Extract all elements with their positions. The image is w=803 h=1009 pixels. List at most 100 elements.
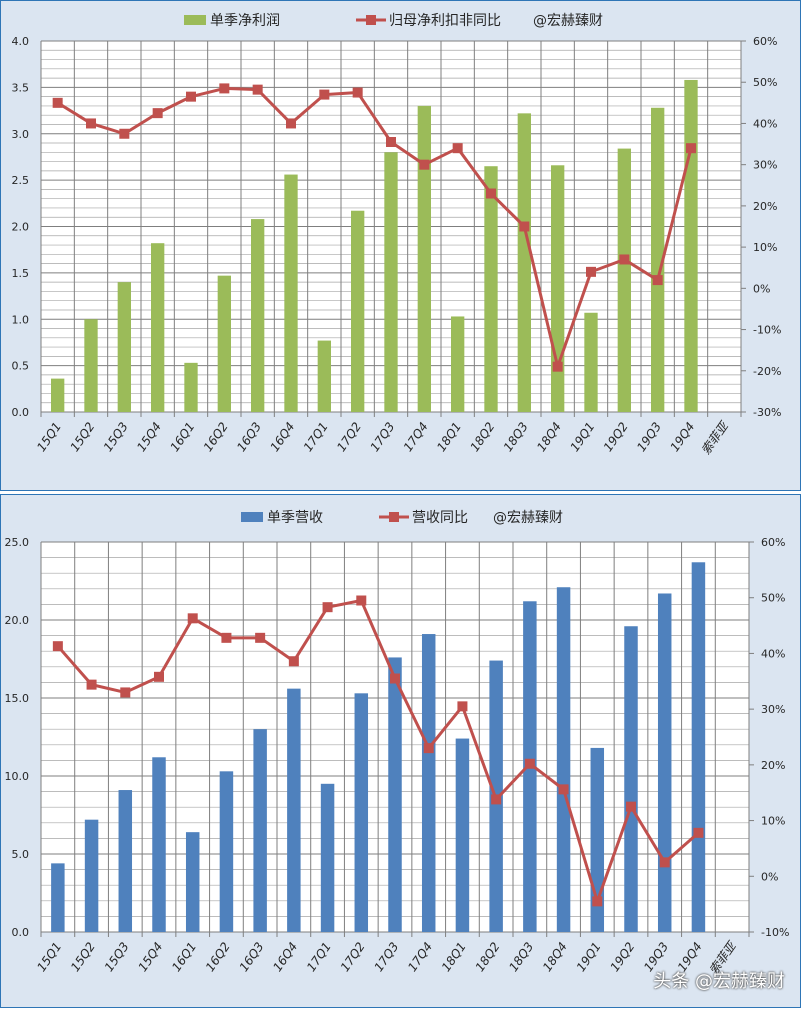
y-axis-tick: 0.0 [12, 406, 30, 419]
yoy-line [56, 86, 693, 369]
x-axis-label: 17Q1 [304, 940, 334, 975]
x-axis-label: 16Q4 [267, 420, 297, 455]
y-axis-tick: 5.0 [12, 848, 30, 861]
bar [417, 105, 431, 413]
line-marker [319, 89, 330, 100]
x-axis-label: 15Q4 [134, 420, 164, 455]
y-axis-tick: 0.5 [12, 360, 30, 373]
y2-axis-tick: -10% [761, 926, 789, 939]
bar [584, 312, 598, 412]
bar [451, 316, 465, 412]
x-axis-label: 16Q2 [203, 940, 233, 975]
line-marker [486, 188, 496, 199]
line-marker [419, 159, 430, 170]
y-axis-tick: 4.0 [12, 35, 30, 48]
line-marker [286, 118, 296, 129]
x-axis-label: 15Q1 [34, 940, 64, 975]
net-profit-chart: 0.0 0.5 1.0 1.5 2.0 2.5 3.0 3.5 4.0 -30% -20% -10% 0… [12, 12, 782, 457]
watermark: 头条 @宏赫臻财 [653, 971, 785, 992]
y2-axis-tick: 50% [753, 76, 777, 89]
bar [455, 738, 470, 932]
line-marker [86, 679, 97, 690]
x-axis-label: 18Q4 [540, 940, 570, 975]
yoy-line [56, 599, 700, 903]
bar [284, 174, 298, 412]
bar [651, 107, 665, 412]
bar [388, 657, 402, 932]
bar [152, 757, 166, 932]
x-axis-label: 17Q4 [405, 940, 435, 975]
line-marker [221, 632, 232, 643]
x-axis-label: 19Q1 [574, 940, 604, 975]
bar [251, 219, 265, 412]
legend-label: 单季净利润 [210, 13, 280, 29]
line-marker [491, 794, 502, 805]
legend-bar-swatch-icon [184, 15, 206, 25]
bar [84, 819, 99, 932]
line-marker [386, 136, 396, 147]
line-marker [356, 595, 367, 606]
line-marker [352, 87, 363, 98]
bar [484, 166, 498, 412]
bar [253, 729, 267, 932]
bar [51, 378, 65, 412]
x-axis-label: 15Q3 [102, 940, 132, 975]
bar [217, 275, 231, 412]
line-marker [86, 118, 96, 129]
line-marker [558, 784, 569, 795]
x-axis-label: 16Q4 [270, 940, 300, 975]
x-axis-label: 19Q2 [601, 420, 631, 455]
y2-axis-tick: -20% [753, 365, 781, 378]
bar [118, 790, 133, 932]
y2-axis-tick: 20% [753, 200, 777, 213]
line-marker [252, 84, 263, 95]
y2-axis-tick: 40% [753, 117, 777, 130]
line-marker [219, 83, 230, 94]
y2-axis-tick: 30% [761, 703, 785, 716]
x-axis-label: 17Q3 [371, 940, 401, 975]
line-marker [586, 266, 596, 277]
x-axis-label: 19Q4 [667, 420, 697, 455]
bar [185, 832, 200, 932]
line-marker [652, 275, 663, 286]
bar [287, 688, 301, 932]
y-axis-tick: 1.5 [12, 267, 30, 280]
y2-axis-tick: -30% [753, 406, 781, 419]
y-axis-tick: 3.5 [12, 81, 30, 94]
line-marker [186, 91, 196, 102]
line-marker [152, 108, 163, 119]
y2-axis-tick: 0% [753, 282, 770, 295]
bar [84, 319, 98, 412]
y2-axis-tick: 40% [761, 647, 785, 660]
bar [317, 340, 331, 412]
y-axis-tick: 10.0 [5, 770, 30, 783]
x-axis-label: 18Q1 [439, 940, 469, 975]
x-axis-label: 17Q3 [367, 420, 397, 455]
line-marker [52, 641, 63, 652]
x-axis-label: 15Q1 [34, 420, 64, 455]
line-marker [686, 143, 696, 154]
legend-label: 营收同比 [412, 510, 468, 526]
x-axis-label: 17Q4 [401, 420, 431, 455]
x-axis-label: 16Q1 [169, 940, 199, 975]
bar [517, 113, 531, 412]
y2-axis-tick: 60% [753, 35, 777, 48]
y2-axis-tick: 60% [761, 536, 785, 549]
x-axis-label: 17Q2 [334, 420, 364, 455]
line-marker [255, 632, 266, 643]
bar [684, 79, 698, 412]
x-axis-label: 15Q3 [101, 420, 131, 455]
y-axis-tick: 2.0 [12, 221, 30, 234]
legend-marker-icon [389, 512, 399, 522]
line-marker [390, 673, 400, 684]
net-profit-chart-panel: 0.0 0.5 1.0 1.5 2.0 2.5 3.0 3.5 4.0 -30% -20% -10% 0… [0, 0, 801, 491]
line-marker [119, 128, 130, 139]
y2-axis-tick: 0% [761, 870, 778, 883]
line-marker [619, 254, 630, 265]
y2-axis-tick: 10% [753, 241, 777, 254]
x-axis-label: 索菲亚 [699, 418, 732, 457]
line-marker [423, 743, 434, 754]
y-axis-tick: 3.0 [12, 128, 30, 141]
legend-watermark: @宏赫臻财 [493, 510, 563, 526]
bar [556, 587, 571, 932]
